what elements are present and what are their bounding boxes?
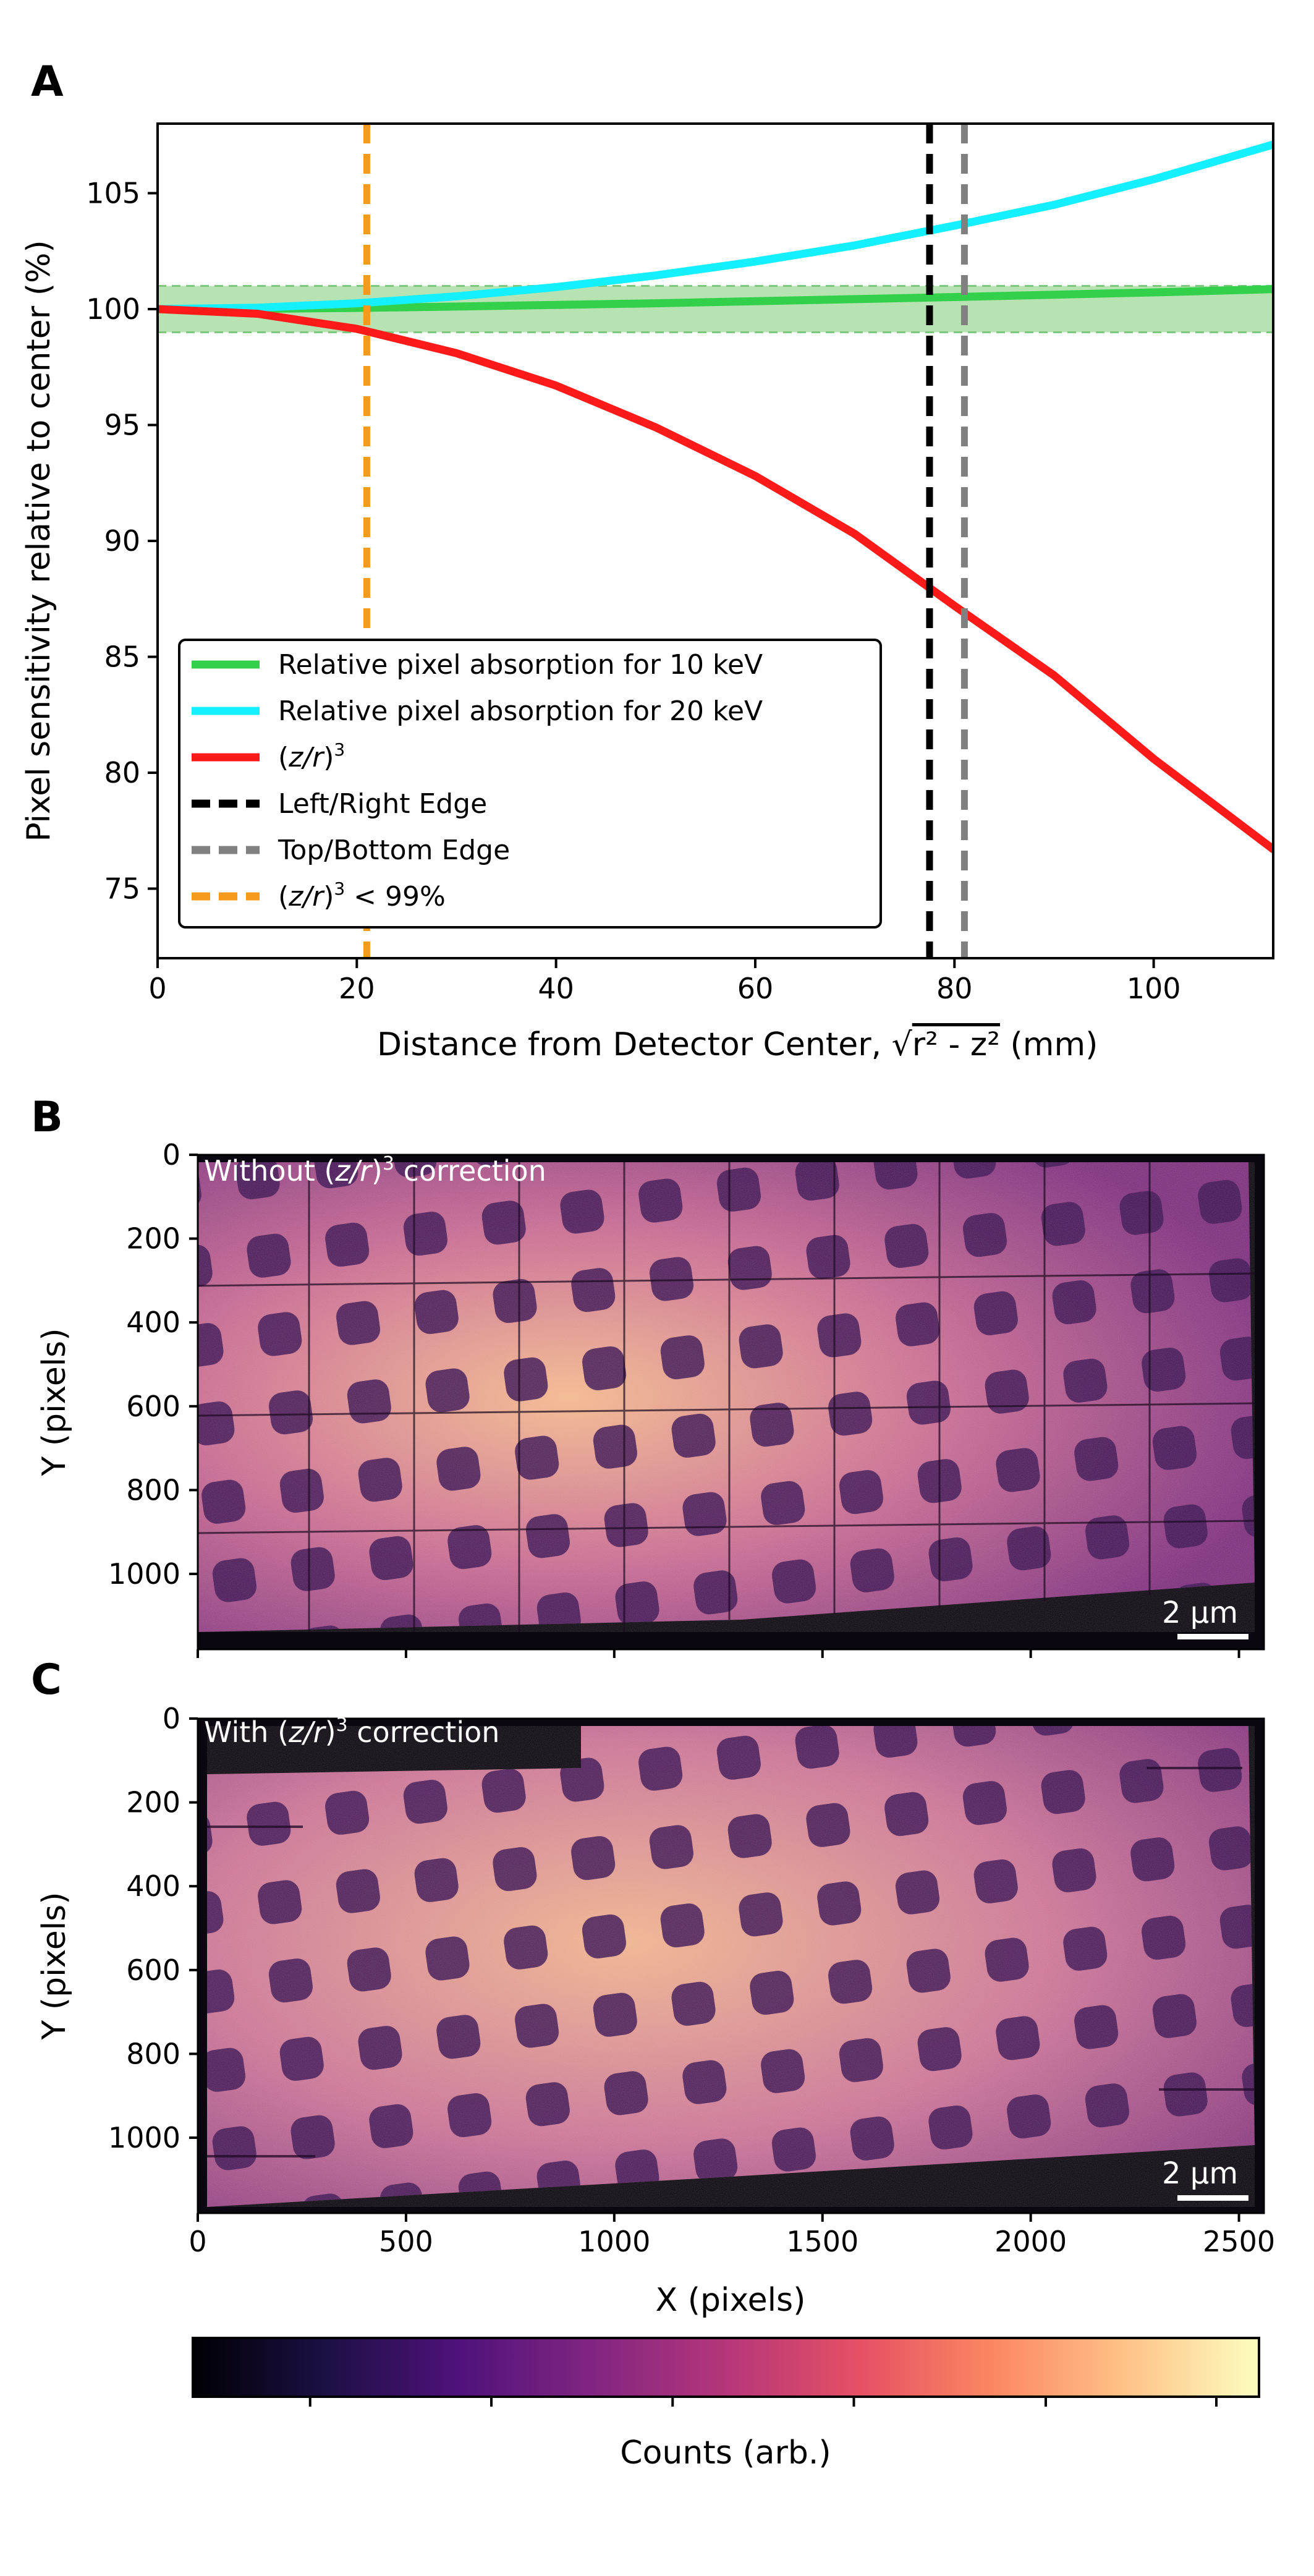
legend-label-3: Left/Right Edge [278,788,487,820]
panel-a-xticks: 0 20 40 60 80 100 [148,958,1181,1005]
colorbar [192,2337,1260,2398]
ytick-label: 100 [86,292,140,326]
ytick-label: 1000 [108,1557,180,1591]
ytick-label: 600 [126,1953,180,1987]
panel-c-yticks: 0 200 400 600 800 1000 [108,1702,198,2154]
scale-bar-label: 2 µm [1162,2156,1238,2191]
panel-c-frame [197,1717,1265,2214]
scale-bar-label: 2 µm [1162,1596,1238,1630]
panel-a-series [158,124,1273,958]
legend-label-2: (z/r)3 [278,739,345,773]
ytick-label: 1000 [108,2121,180,2154]
xtick-label: 60 [737,972,774,1005]
panel-a-yticks: 75 80 85 90 95 100 105 [86,177,158,906]
xtick-label: 100 [1127,972,1181,1005]
legend-box [178,639,882,929]
sqrt-sign: √ [892,1026,913,1063]
panel-b-xticks [197,1649,1240,1658]
panel-c-xlabel: X (pixels) [656,2282,806,2319]
ytick-label: 200 [126,1786,180,1819]
panel-c-image [198,1719,1264,2213]
series-line-0 [158,285,1273,313]
panel-b-frame [197,1154,1265,1651]
panel-b-overlay: Without (z/r)3 correction [204,1153,546,1188]
panel-c-ylabel: Y (pixels) [36,1892,73,2040]
panel-b-scalebar: 2 µm [1162,1596,1248,1639]
ytick-label: 200 [126,1222,180,1256]
panel-letter-b: B [31,1093,63,1142]
ytick-label: 85 [104,640,140,674]
ytick-label: 400 [126,1306,180,1339]
legend-label-0: Relative pixel absorption for 10 keV [278,649,763,681]
xlabel-main: Distance from Detector Center, [377,1026,892,1063]
panel-c-xticks: 0 500 1000 1500 2000 2500 [189,2213,1275,2258]
xtick-label: 1000 [578,2225,650,2258]
panel-a-xlabel: Distance from Detector Center, √r² - z² … [377,1026,1098,1063]
panel-c-scalebar: 2 µm [1162,2156,1248,2201]
xtick-label: 80 [936,972,973,1005]
xtick-label: 0 [148,972,166,1005]
panel-c-overlay: With (z/r)3 correction [204,1714,499,1749]
ytick-label: 0 [163,1702,180,1735]
xtick-label: 2000 [994,2225,1067,2258]
panel-b-image [198,1155,1264,1649]
ytick-label: 90 [104,524,140,558]
panel-letter-a: A [31,57,64,106]
legend-label-5: (z/r)3 < 99% [278,878,446,912]
ytick-label: 80 [104,756,140,789]
panel-b-yticks: 0 200 400 600 800 1000 [108,1138,198,1591]
ytick-label: 800 [126,2037,180,2070]
panel-a-ylabel: Pixel sensitivity relative to center (%) [20,240,57,841]
colorbar-ticks [308,2397,1218,2407]
xlabel-unit: (mm) [1000,1026,1098,1063]
ytick-label: 95 [104,409,140,442]
ytick-label: 0 [163,1138,180,1171]
scale-bar [1177,1634,1248,1639]
xtick-label: 40 [538,972,574,1005]
xtick-label: 0 [189,2225,206,2258]
xtick-label: 2500 [1203,2225,1275,2258]
scale-bar [1177,2195,1248,2201]
legend: Relative pixel absorption for 10 keV Rela… [178,639,882,929]
panel-letter-c: C [31,1656,62,1704]
xlabel-root: r² - z² [912,1026,1000,1063]
panel-b-ylabel: Y (pixels) [36,1328,73,1476]
xtick-label: 20 [339,972,375,1005]
legend-label-1: Relative pixel absorption for 20 keV [278,695,763,727]
ytick-label: 800 [126,1473,180,1507]
xtick-label: 500 [379,2225,433,2258]
series-line-2 [158,305,1273,854]
colorbar-label: Counts (arb.) [620,2434,831,2472]
xtick-label: 1500 [786,2225,858,2258]
ytick-label: 600 [126,1390,180,1423]
legend-label-4: Top/Bottom Edge [278,835,510,866]
ytick-label: 105 [86,177,140,210]
ytick-label: 75 [104,872,140,906]
series-line-1 [158,140,1273,313]
ytick-label: 400 [126,1869,180,1903]
